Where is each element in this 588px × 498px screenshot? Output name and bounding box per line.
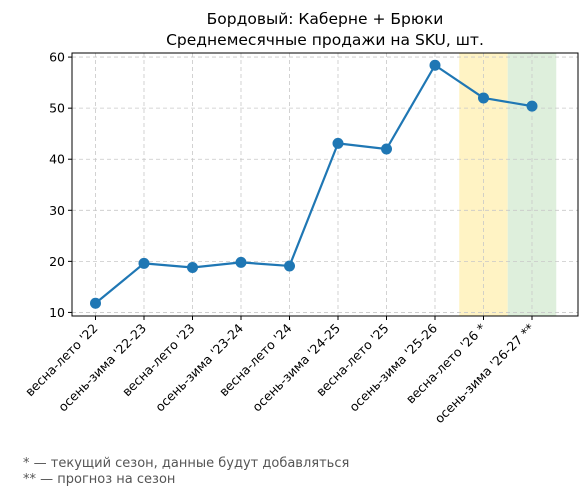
plot-frame — [71, 52, 579, 317]
y-tick-label: 40 — [49, 152, 65, 167]
x-tick-label: осень-зима '22-23 — [55, 321, 149, 415]
y-tick-label: 10 — [49, 305, 65, 320]
y-tick-label: 20 — [49, 254, 65, 269]
x-tick-label: осень-зима '23-24 — [152, 320, 246, 414]
data-point — [284, 260, 295, 272]
data-point — [526, 100, 538, 112]
x-tick-label: осень-зима '25-26 — [346, 320, 440, 414]
data-point — [187, 261, 198, 273]
data-point — [138, 257, 150, 269]
y-tick-label: 60 — [49, 50, 65, 65]
data-point — [381, 143, 392, 155]
data-point — [235, 256, 247, 268]
data-point — [332, 137, 344, 149]
series-line — [94, 64, 533, 305]
footnote-forecast: ** — прогноз на сезон — [23, 472, 176, 487]
chart-subtitle: Среднемесячные продажи на SKU, шт. — [166, 31, 484, 49]
data-series — [90, 59, 538, 309]
data-point — [90, 297, 101, 309]
data-point — [478, 92, 489, 104]
grid-lines — [72, 53, 578, 316]
x-tick-label: осень-зима '26-27 ** — [432, 321, 538, 427]
x-tick-label: осень-зима '24-25 — [249, 321, 343, 415]
y-tick-label: 50 — [49, 101, 65, 116]
data-point — [429, 59, 441, 71]
highlight-band-1 — [507, 53, 557, 316]
chart-title: Бордовый: Каберне + Брюки — [207, 10, 444, 28]
footnote-current-season: * — текущий сезон, данные будут добавлят… — [23, 456, 350, 471]
y-tick-label: 30 — [49, 203, 65, 218]
